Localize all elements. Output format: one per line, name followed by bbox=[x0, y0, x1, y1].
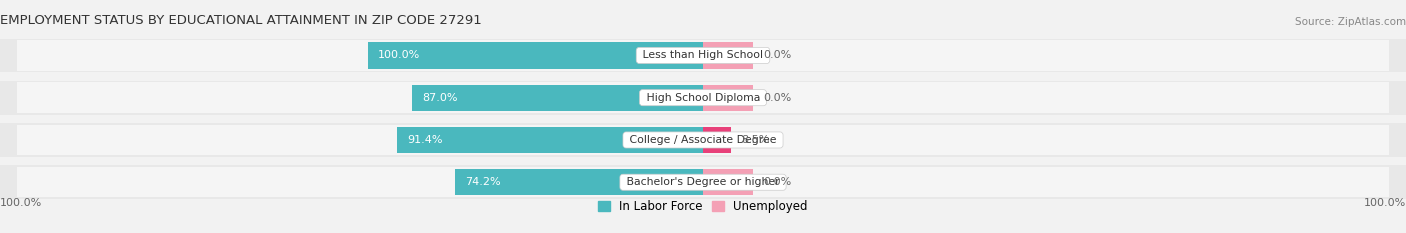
Bar bbox=[17, 167, 1389, 197]
Bar bbox=[0, 123, 1406, 157]
Text: 100.0%: 100.0% bbox=[378, 50, 420, 60]
Bar bbox=[17, 40, 1389, 71]
Text: 8.5%: 8.5% bbox=[741, 135, 770, 145]
Text: 74.2%: 74.2% bbox=[464, 177, 501, 187]
Bar bbox=[703, 127, 731, 153]
Bar bbox=[368, 42, 703, 69]
Bar bbox=[703, 85, 754, 111]
Legend: In Labor Force, Unemployed: In Labor Force, Unemployed bbox=[598, 200, 808, 213]
Bar bbox=[0, 81, 1406, 115]
Bar bbox=[412, 85, 703, 111]
Bar bbox=[703, 42, 754, 69]
Text: 0.0%: 0.0% bbox=[763, 50, 792, 60]
Bar bbox=[396, 127, 703, 153]
Text: Source: ZipAtlas.com: Source: ZipAtlas.com bbox=[1295, 17, 1406, 27]
Text: High School Diploma: High School Diploma bbox=[643, 93, 763, 103]
Text: 0.0%: 0.0% bbox=[763, 93, 792, 103]
Text: Less than High School: Less than High School bbox=[640, 50, 766, 60]
Text: College / Associate Degree: College / Associate Degree bbox=[626, 135, 780, 145]
Bar bbox=[703, 169, 754, 195]
Text: 0.0%: 0.0% bbox=[763, 177, 792, 187]
Bar bbox=[0, 165, 1406, 199]
Bar bbox=[454, 169, 703, 195]
Bar bbox=[17, 125, 1389, 155]
Text: 91.4%: 91.4% bbox=[408, 135, 443, 145]
Text: 87.0%: 87.0% bbox=[422, 93, 457, 103]
Text: 100.0%: 100.0% bbox=[1364, 199, 1406, 209]
Text: EMPLOYMENT STATUS BY EDUCATIONAL ATTAINMENT IN ZIP CODE 27291: EMPLOYMENT STATUS BY EDUCATIONAL ATTAINM… bbox=[0, 14, 482, 27]
Text: Bachelor's Degree or higher: Bachelor's Degree or higher bbox=[623, 177, 783, 187]
Bar bbox=[17, 82, 1389, 113]
Text: 100.0%: 100.0% bbox=[0, 199, 42, 209]
Bar bbox=[0, 38, 1406, 72]
